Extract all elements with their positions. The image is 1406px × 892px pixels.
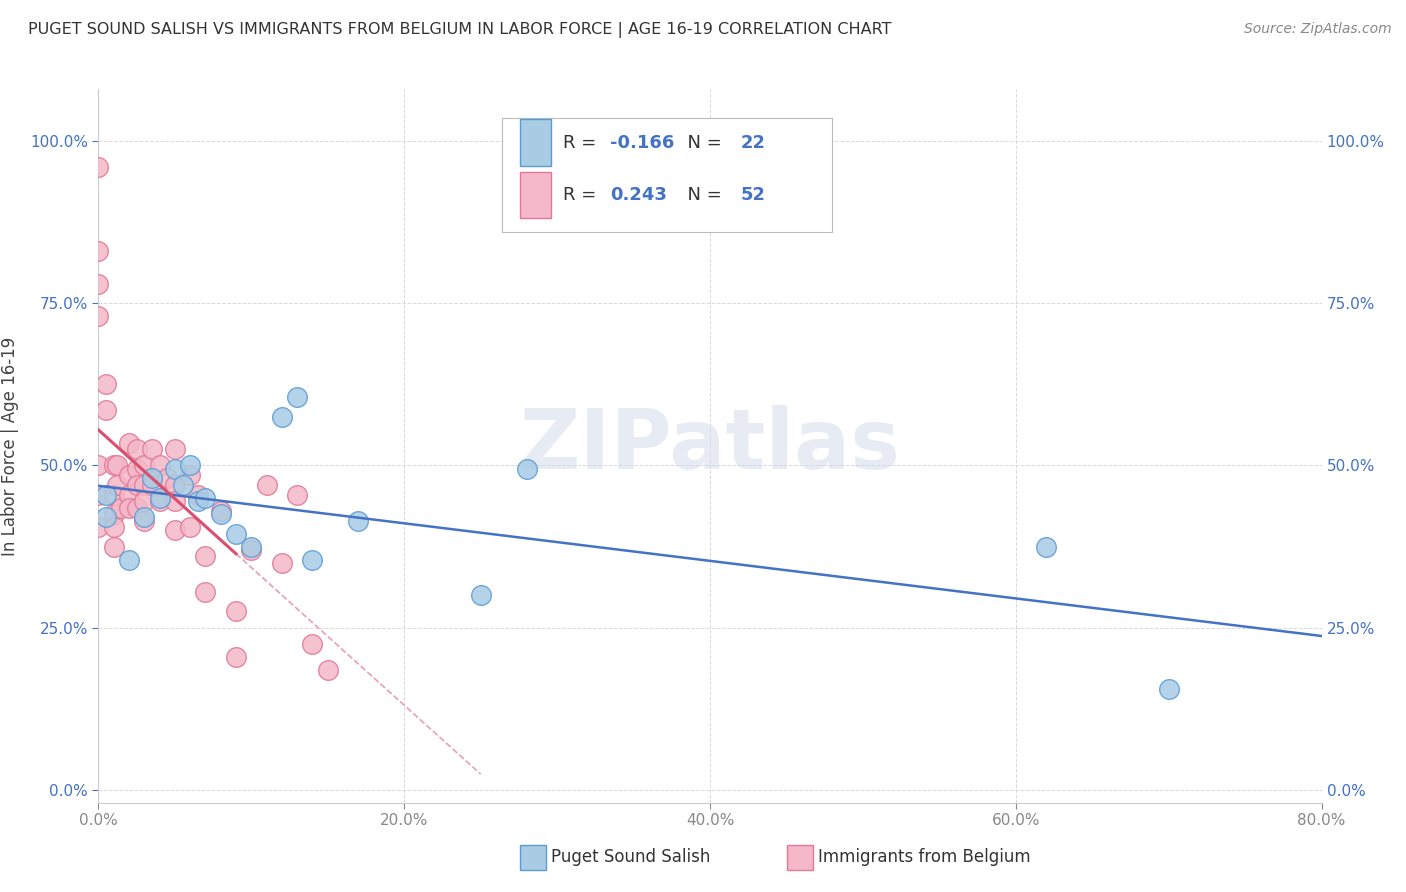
Point <box>347 514 370 528</box>
Point <box>156 471 179 485</box>
Point <box>285 488 308 502</box>
Point <box>94 377 117 392</box>
Point <box>87 277 110 291</box>
Text: ZIPatlas: ZIPatlas <box>520 406 900 486</box>
Point <box>125 478 148 492</box>
Point <box>87 458 110 473</box>
Point <box>125 461 148 475</box>
Point <box>103 488 125 502</box>
Point <box>163 524 186 538</box>
Text: Source: ZipAtlas.com: Source: ZipAtlas.com <box>1244 22 1392 37</box>
Point <box>118 435 141 450</box>
Point <box>172 478 194 492</box>
Point <box>110 500 132 515</box>
Text: R =: R = <box>564 134 602 152</box>
Point <box>194 491 217 505</box>
Point <box>134 478 156 492</box>
Point <box>179 520 201 534</box>
Point <box>256 478 278 492</box>
Bar <box>520 120 551 166</box>
Text: 52: 52 <box>741 186 766 204</box>
Point <box>225 526 247 541</box>
Point <box>87 244 110 259</box>
Point <box>240 542 263 557</box>
Text: Immigrants from Belgium: Immigrants from Belgium <box>818 848 1031 866</box>
Bar <box>520 172 551 219</box>
Point <box>163 478 186 492</box>
Point <box>209 504 232 518</box>
Point <box>270 556 292 570</box>
Point <box>118 552 141 566</box>
Point <box>163 461 186 475</box>
Point <box>285 390 308 404</box>
Point <box>163 442 186 457</box>
Point <box>103 520 125 534</box>
Text: 0.243: 0.243 <box>610 186 666 204</box>
FancyBboxPatch shape <box>502 118 832 232</box>
Point <box>516 461 538 475</box>
Point <box>125 442 148 457</box>
Point <box>125 500 148 515</box>
Point <box>103 540 125 554</box>
Text: N =: N = <box>676 134 727 152</box>
Point <box>103 507 125 521</box>
Point <box>179 458 201 473</box>
Y-axis label: In Labor Force | Age 16-19: In Labor Force | Age 16-19 <box>1 336 18 556</box>
Point <box>470 588 492 602</box>
Point <box>118 468 141 483</box>
Point <box>141 471 163 485</box>
Point <box>141 478 163 492</box>
Point <box>225 604 247 618</box>
Point <box>87 520 110 534</box>
Point <box>118 488 141 502</box>
Point <box>149 494 172 508</box>
Point <box>87 488 110 502</box>
Point <box>225 649 247 664</box>
Point <box>301 552 323 566</box>
Point <box>141 442 163 457</box>
Point <box>179 468 201 483</box>
Point <box>149 458 172 473</box>
Point <box>105 478 128 492</box>
Text: N =: N = <box>676 186 727 204</box>
Text: PUGET SOUND SALISH VS IMMIGRANTS FROM BELGIUM IN LABOR FORCE | AGE 16-19 CORRELA: PUGET SOUND SALISH VS IMMIGRANTS FROM BE… <box>28 22 891 38</box>
Point <box>87 160 110 174</box>
Text: Puget Sound Salish: Puget Sound Salish <box>551 848 710 866</box>
Point <box>103 458 125 473</box>
Point <box>1035 540 1057 554</box>
Point <box>316 663 339 677</box>
Point <box>1157 682 1180 697</box>
Point <box>134 494 156 508</box>
Text: R =: R = <box>564 186 602 204</box>
Point <box>149 491 172 505</box>
Point <box>134 514 156 528</box>
Point <box>270 409 292 424</box>
Point <box>134 510 156 524</box>
Point <box>187 488 209 502</box>
Point <box>87 310 110 324</box>
Point <box>105 458 128 473</box>
Point <box>240 540 263 554</box>
Point <box>187 494 209 508</box>
Point <box>194 585 217 599</box>
Point <box>301 637 323 651</box>
Point <box>209 507 232 521</box>
Point <box>194 549 217 564</box>
Point <box>94 510 117 524</box>
Point <box>163 494 186 508</box>
Point <box>94 403 117 417</box>
Point <box>134 458 156 473</box>
Point <box>94 488 117 502</box>
Point <box>118 500 141 515</box>
Text: 22: 22 <box>741 134 766 152</box>
Text: -0.166: -0.166 <box>610 134 673 152</box>
